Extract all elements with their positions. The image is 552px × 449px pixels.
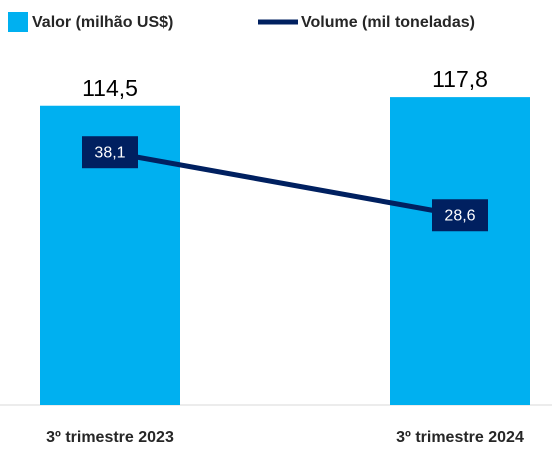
line [109,149,461,218]
data-label: 28,6 [444,207,475,224]
bar [390,97,530,405]
x-tick-label: 3º trimestre 2024 [396,429,524,446]
data-label: 38,1 [94,144,125,161]
legend-label: Volume (mil toneladas) [301,14,475,31]
data-label-box [432,199,488,232]
x-tick-label: 3º trimestre 2023 [46,429,174,446]
data-label: 117,8 [432,66,488,92]
data-label-box [82,136,138,169]
legend-label: Valor (milhão US$) [32,14,173,31]
legend-swatch [8,12,28,32]
data-label: 114,5 [82,75,138,101]
